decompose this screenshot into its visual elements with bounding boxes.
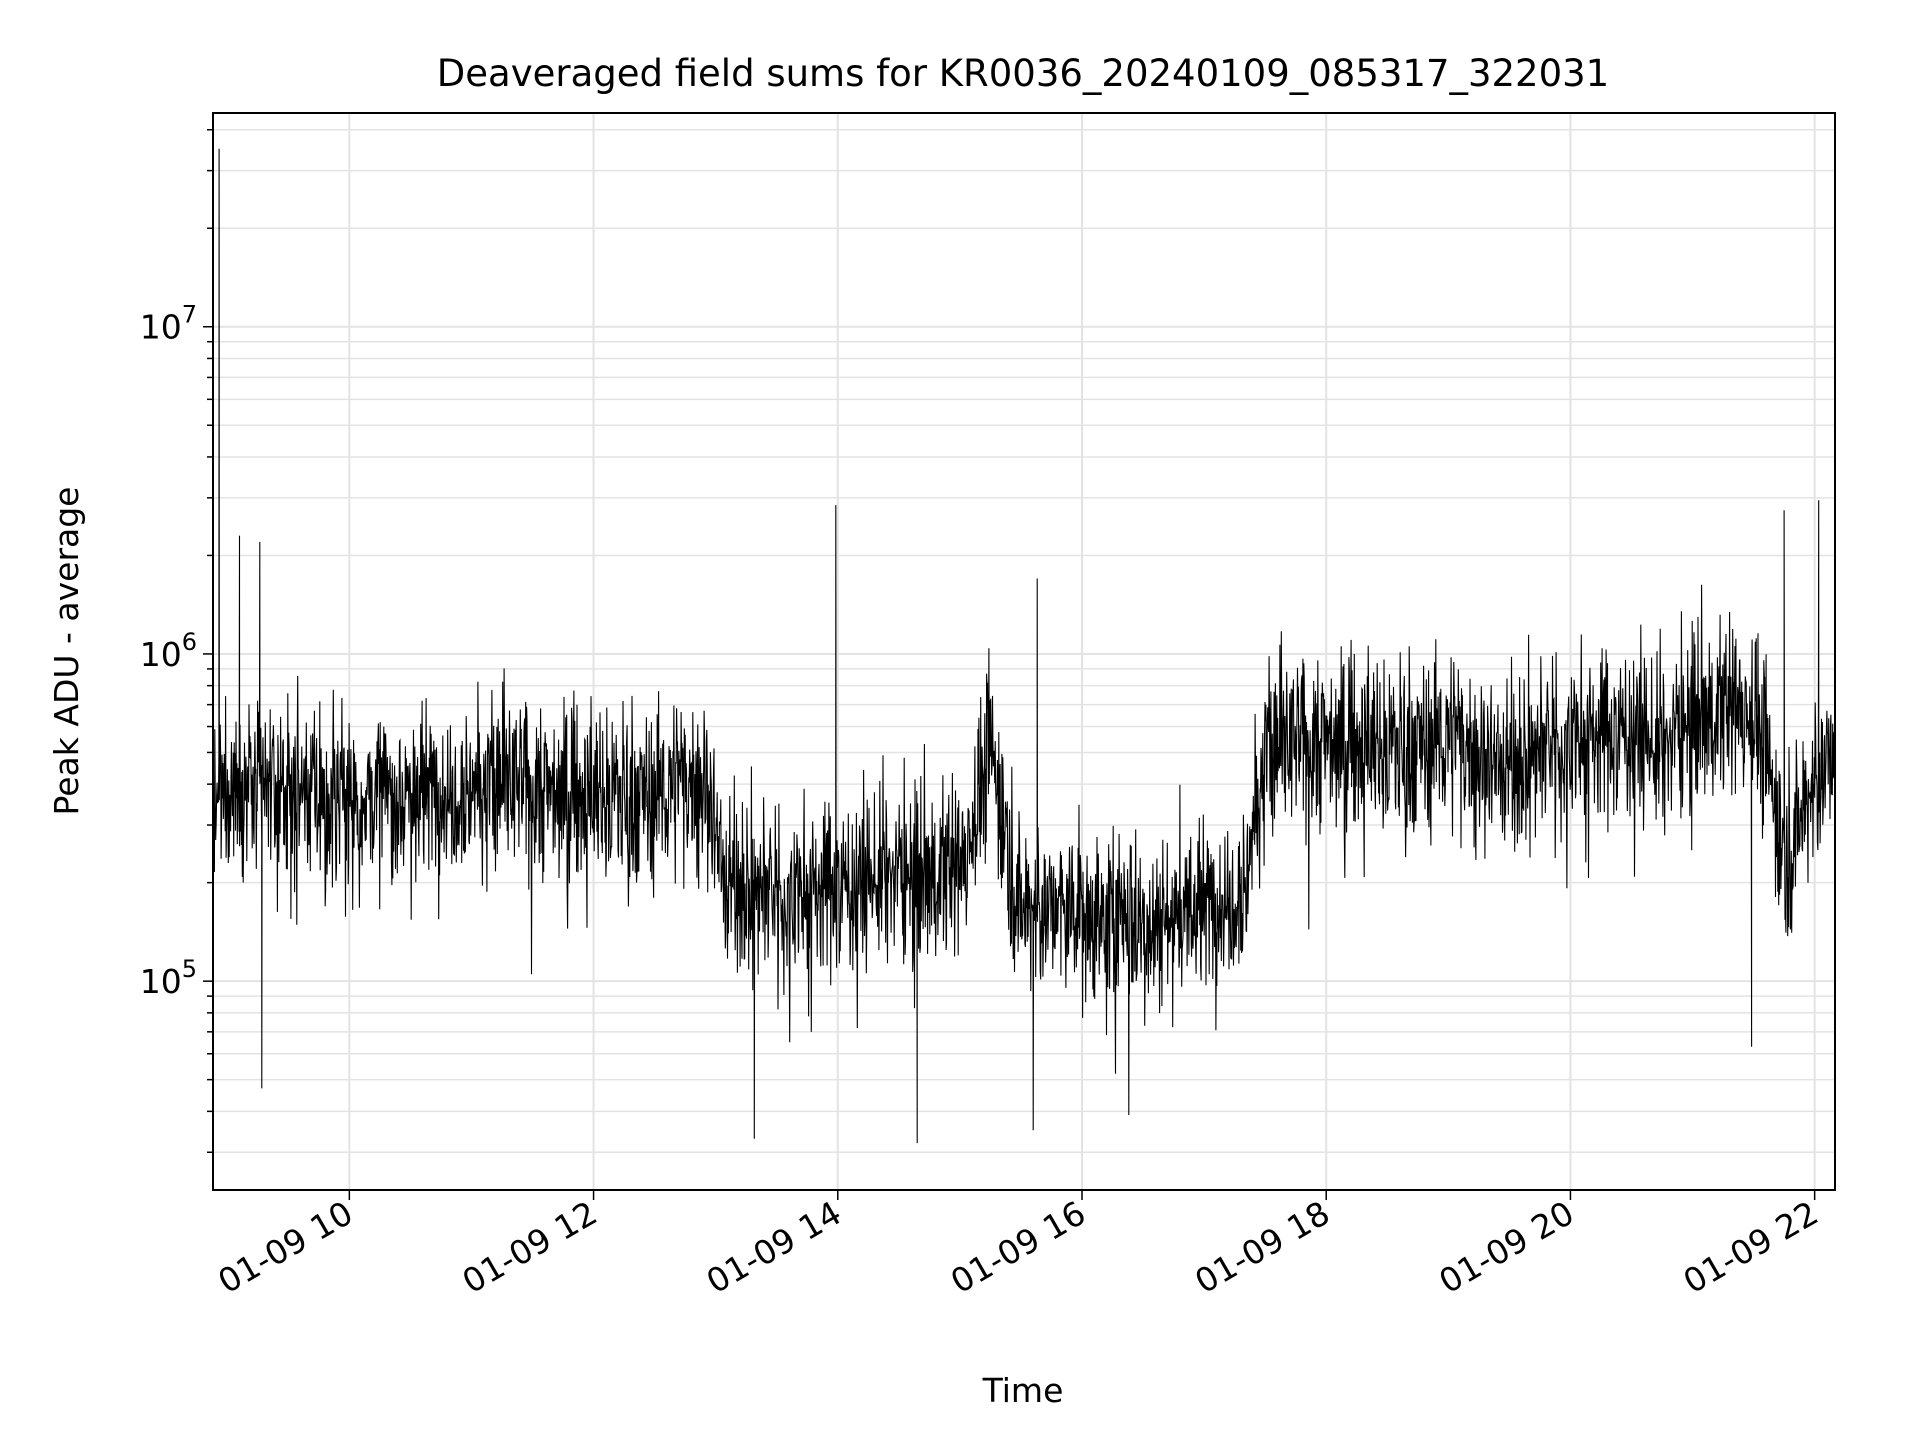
plot-frame: [212, 112, 1836, 1191]
x-axis-label: Time: [982, 1371, 1064, 1410]
y-tick-label: 105: [140, 955, 197, 1001]
y-axis-label: Peak ADU - average: [47, 487, 86, 816]
series-line: [212, 148, 1836, 1144]
y-tick-label: 107: [140, 301, 197, 347]
y-tick-label: 106: [140, 628, 197, 674]
chart-title: Deaveraged field sums for KR0036_2024010…: [437, 52, 1609, 95]
series-layer: [212, 148, 1836, 1144]
